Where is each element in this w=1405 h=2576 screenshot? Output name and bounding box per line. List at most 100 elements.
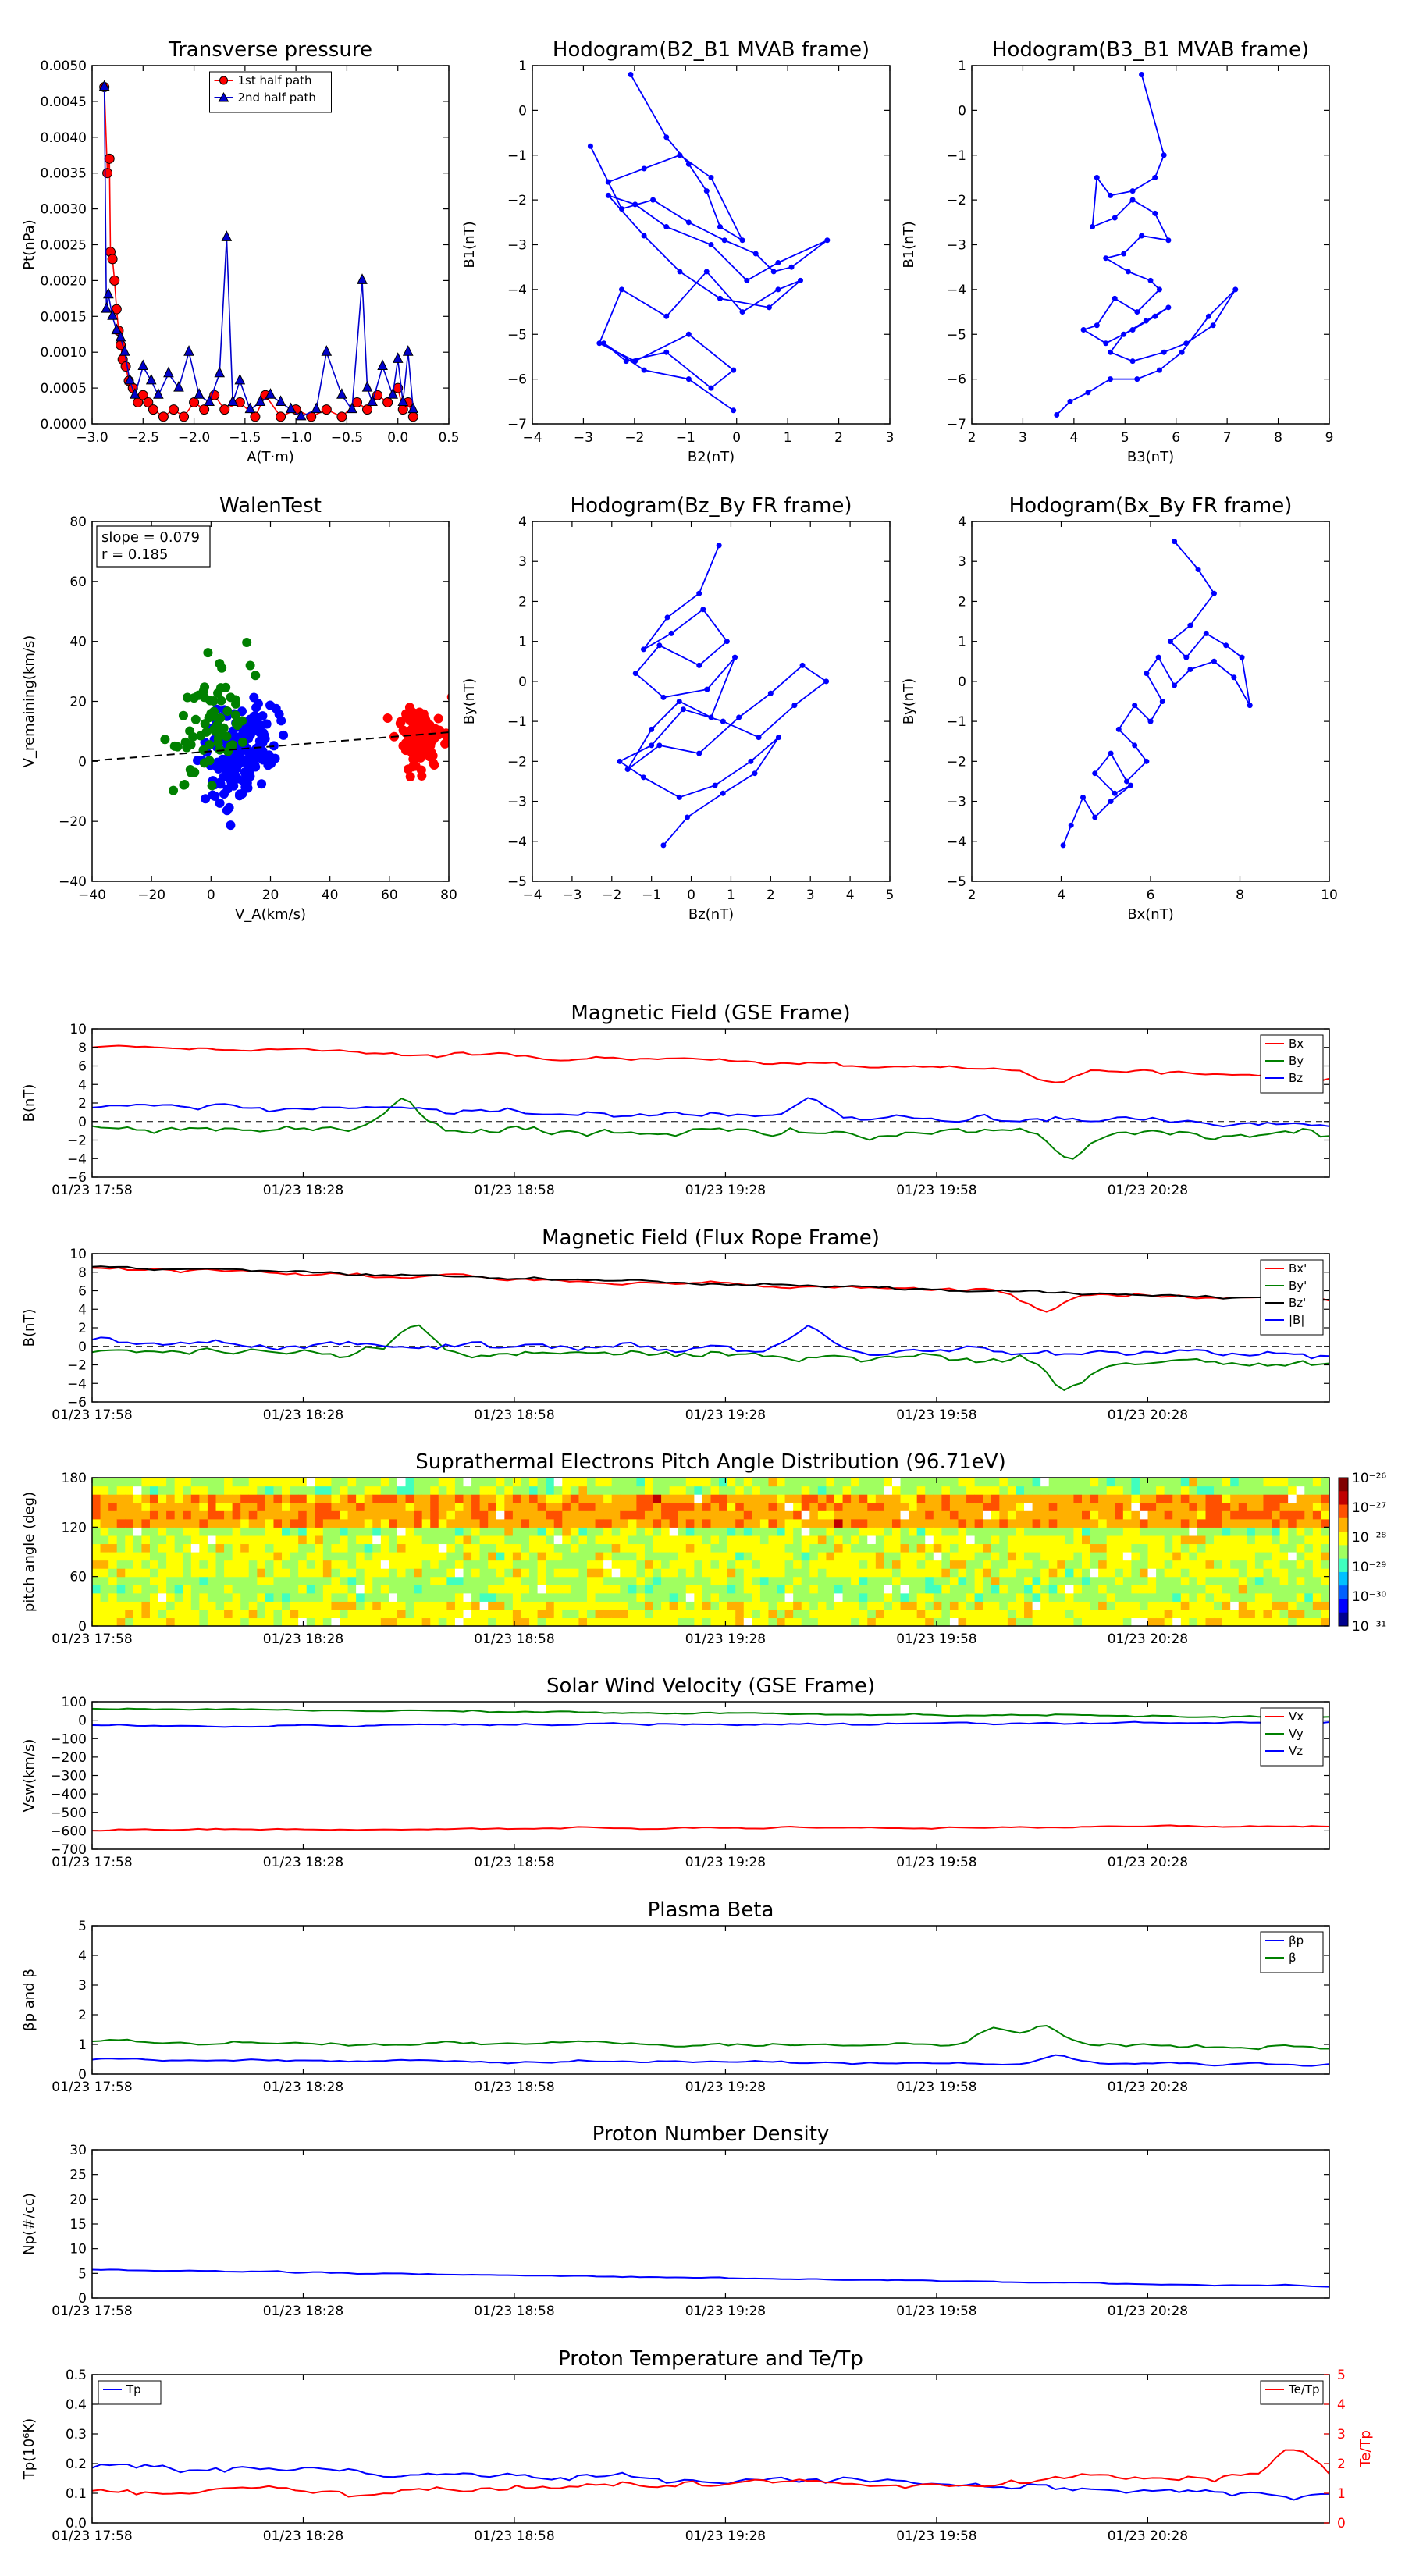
pitch-angle-cell [488, 1609, 497, 1619]
pitch-angle-cell [158, 1494, 167, 1503]
pitch-angle-cell [265, 1535, 275, 1545]
pitch-angle-cell [1321, 1527, 1329, 1536]
pitch-angle-cell [1180, 1543, 1190, 1553]
pitch-angle-cell [1238, 1494, 1247, 1503]
pitch-angle-cell [710, 1478, 720, 1487]
pitch-angle-cell [702, 1576, 712, 1585]
pitch-angle-cell [1238, 1543, 1247, 1553]
pitch-angle-cell [446, 1568, 456, 1578]
pitch-angle-cell [884, 1478, 893, 1487]
pitch-angle-cell [1222, 1485, 1231, 1495]
pitch-angle-cell [174, 1510, 183, 1520]
pitch-angle-cell [941, 1576, 951, 1585]
pitch-angle-cell [1024, 1568, 1033, 1578]
hodogram-b2-b1-point [619, 206, 624, 212]
pitch-angle-cell [190, 1527, 200, 1536]
pitch-angle-cell [133, 1568, 142, 1578]
hodogram-bx-by-point [1172, 539, 1178, 545]
pitch-angle-cell [1139, 1535, 1149, 1545]
pitch-angle-cell [628, 1560, 637, 1569]
pitch-angle-cell [1016, 1568, 1025, 1578]
pitch-angle-cell [479, 1494, 489, 1503]
hodogram-b2-b1-xtick-label: −2 [624, 430, 644, 446]
pitch-angle-cell [414, 1568, 423, 1578]
pitch-angle-cell [546, 1543, 555, 1553]
pitch-angle-cell [991, 1478, 1000, 1487]
hodogram-b2-b1-point [685, 161, 692, 167]
pitch-angle-cell [1032, 1560, 1041, 1569]
pitch-angle-cell [909, 1560, 918, 1569]
pitch-angle-cell [653, 1592, 662, 1602]
pitch-angle-cell [356, 1601, 365, 1610]
pitch-angle-cell [257, 1576, 266, 1585]
proton-temperature-right-legend [1260, 2380, 1324, 2405]
hodogram-bz-by-point [708, 714, 714, 720]
pitch-angle-cell [224, 1576, 233, 1585]
pitch-angle-cell [578, 1601, 588, 1610]
pitch-angle-cell [364, 1518, 373, 1528]
pitch-angle-cell [611, 1585, 621, 1594]
pitch-angle-cell [1304, 1478, 1314, 1487]
transverse-pressure-point [130, 388, 140, 399]
pitch-angle-cell [983, 1601, 992, 1610]
pitch-angle-cell [759, 1552, 770, 1561]
pitch-angle-cell [183, 1601, 192, 1610]
pitch-angle-cell [215, 1552, 225, 1561]
pitch-angle-cell [801, 1592, 810, 1602]
hodogram-b3-b1-xtick-label: 4 [1069, 430, 1078, 446]
pitch-angle-cell [504, 1585, 514, 1594]
pitch-angle-cell [669, 1601, 678, 1610]
pitch-angle-cell [397, 1485, 407, 1495]
pitch-angle-cell [149, 1609, 159, 1619]
pitch-angle-cell [1214, 1592, 1223, 1602]
pitch-angle-cell [636, 1502, 646, 1511]
pitch-angle-cell [595, 1527, 604, 1536]
pitch-angle-cell [867, 1568, 877, 1578]
walen-test-point [215, 779, 226, 789]
pitch-angle-cell [694, 1527, 703, 1536]
pitch-angle-cell [735, 1560, 745, 1569]
pitch-angle-cell [1032, 1494, 1041, 1503]
pitch-angle-cell [521, 1494, 530, 1503]
pitch-angle-cell [306, 1609, 315, 1619]
transverse-pressure-point [377, 359, 388, 371]
pitch-angle-cell [1139, 1527, 1149, 1536]
pitch-angle-cell [875, 1617, 884, 1626]
pitch-angle-cell [190, 1585, 200, 1594]
pitch-angle-cell [322, 1478, 333, 1487]
pitch-angle-cell [620, 1543, 629, 1553]
pitch-angle-cell [248, 1543, 258, 1553]
hodogram-b2-b1-ylabel: B1(nT) [461, 221, 478, 268]
pitch-angle-cell [183, 1518, 192, 1528]
hodogram-bx-by-title: Hodogram(Bx_By FR frame) [1009, 494, 1293, 518]
pitch-angle-cell [479, 1592, 489, 1602]
pitch-angle-cell [793, 1535, 802, 1545]
pitch-angle-cell [983, 1485, 992, 1495]
pitch-angle-cell [521, 1609, 530, 1619]
pitch-angle-cell [710, 1485, 720, 1495]
pitch-angle-cell [306, 1527, 315, 1536]
pitch-angle-cell [322, 1527, 333, 1536]
hodogram-b2-b1-point [628, 71, 634, 77]
pitch-angle-cell [900, 1494, 909, 1503]
pitch-angle-cell [653, 1617, 662, 1626]
pitch-angle-cell [710, 1568, 720, 1578]
pitch-angle-cell [290, 1609, 299, 1619]
pitch-angle-cell [1007, 1560, 1017, 1569]
plasma-beta-title: Plasma Beta [648, 1898, 774, 1922]
pitch-angle-cell [620, 1478, 629, 1487]
pitch-angle-cell [826, 1560, 835, 1569]
pitch-angle-cell [397, 1601, 407, 1610]
pitch-angle-cell [273, 1601, 283, 1610]
pitch-angle-cell [1247, 1478, 1256, 1487]
pitch-angle-cell [166, 1494, 176, 1503]
pitch-angle-cell [759, 1494, 770, 1503]
pitch-angle-cell [1247, 1585, 1256, 1594]
pitch-angle-cell [958, 1585, 967, 1594]
pitch-angle-cell [257, 1568, 266, 1578]
pitch-angle-cell [1279, 1535, 1289, 1545]
magnetic-field-gse-xtick-label: 01/23 17:58 [52, 1183, 132, 1198]
pitch-angle-cell [719, 1518, 728, 1528]
pitch-angle-cell [1247, 1485, 1256, 1495]
pitch-angle-cell [587, 1568, 596, 1578]
